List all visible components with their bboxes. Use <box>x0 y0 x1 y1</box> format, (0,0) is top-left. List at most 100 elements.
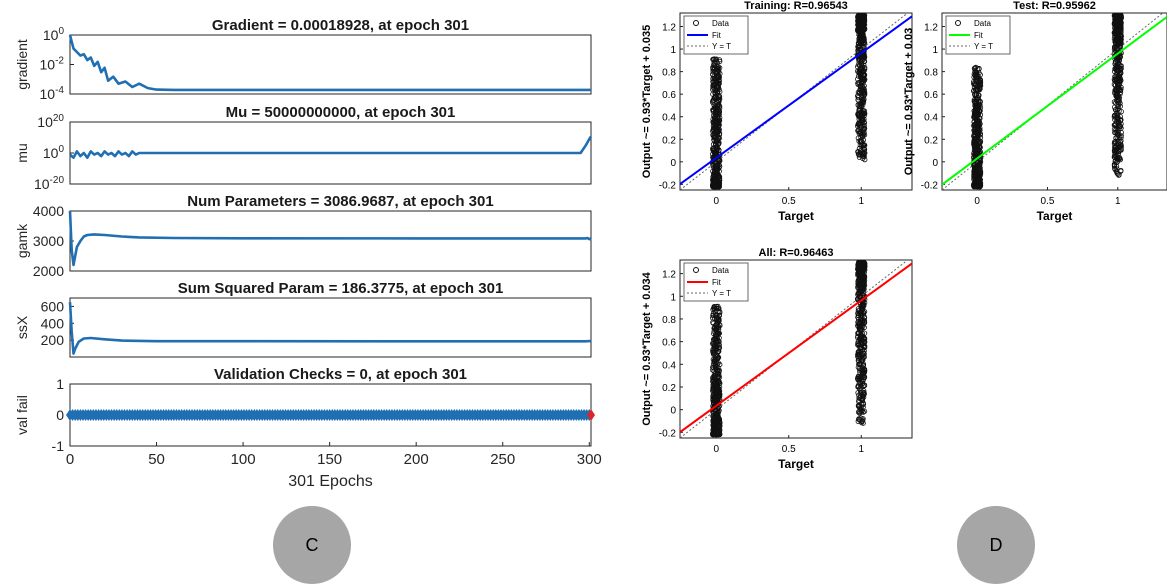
fit-line-training <box>680 15 912 185</box>
legend-label-data: Data <box>974 19 991 28</box>
data-point <box>973 102 979 108</box>
data-point <box>711 337 717 343</box>
data-point <box>714 383 720 389</box>
data-point <box>856 367 863 373</box>
data-point <box>971 169 977 175</box>
ytick-label-mu-0: 1020 <box>37 113 64 130</box>
regression-ytick-label-training-6: 1 <box>670 45 676 56</box>
xlabel-epochs: 301 Epochs <box>288 473 373 490</box>
data-cluster-all-1 <box>854 260 868 426</box>
data-point <box>857 362 864 368</box>
regression-xtick-label-training-1: 0.5 <box>782 196 796 207</box>
regression-ylabel-test: Output ~= 0.93*Target + 0.03 <box>903 28 915 175</box>
data-point <box>855 296 861 302</box>
regression-ytick-label-training-0: -0.2 <box>659 180 677 191</box>
data-point <box>714 103 721 109</box>
data-point <box>713 403 720 409</box>
data-point <box>710 176 716 182</box>
data-point <box>1112 68 1118 75</box>
regression-ytick-label-all-6: 1 <box>670 292 676 303</box>
data-point <box>716 342 722 348</box>
data-point <box>1111 154 1117 160</box>
data-point <box>859 134 866 140</box>
data-point <box>855 62 862 68</box>
regression-title-test: Test: R=0.95962 <box>1013 0 1096 12</box>
data-point <box>855 13 861 19</box>
identity-line-training <box>680 13 909 190</box>
data-point <box>716 407 722 414</box>
data-point <box>861 260 867 265</box>
subplot-title-mu: Mu = 50000000000, at epoch 301 <box>226 104 456 121</box>
data-point <box>1113 59 1119 65</box>
data-point <box>710 408 717 415</box>
data-point <box>1115 114 1121 120</box>
data-point <box>1117 87 1123 93</box>
regression-training: Training: R=0.96543 Output ~= 0.93*Target… <box>641 0 913 223</box>
data-point <box>713 352 720 358</box>
regression-ytick-label-test-7: 1.2 <box>924 23 938 34</box>
data-point <box>975 103 981 109</box>
legend-label-fit: Fit <box>974 31 984 40</box>
ytick-label-ssx-0: 200 <box>41 332 65 348</box>
data-point <box>857 320 863 326</box>
data-point <box>711 315 718 322</box>
data-point <box>975 160 981 166</box>
data-point <box>710 340 716 347</box>
ytick-label-valfail-1: 0 <box>56 407 64 423</box>
xtick-label-2: 100 <box>231 451 256 468</box>
data-point <box>856 79 862 86</box>
legend-label-identity: Y = T <box>974 42 993 51</box>
data-point <box>1115 118 1121 124</box>
subplot-title-ssx: Sum Squared Param = 186.3775, at epoch 3… <box>178 280 504 297</box>
ylabel-gamk: gamk <box>14 223 30 258</box>
subplot-ssx: Sum Squared Param = 186.3775, at epoch 3… <box>14 280 592 358</box>
data-point <box>855 111 862 118</box>
data-point <box>716 390 723 397</box>
data-point <box>859 269 865 275</box>
data-point <box>1112 59 1119 65</box>
regression-ytick-label-training-4: 0.6 <box>662 90 676 101</box>
data-point <box>711 67 717 73</box>
data-point <box>860 84 866 91</box>
legend-data-marker <box>693 267 699 273</box>
regression-xtick-label-test-0: 0 <box>974 196 980 207</box>
data-point <box>856 58 862 64</box>
data-point <box>1113 150 1119 156</box>
data-point <box>973 183 979 189</box>
data-point <box>971 87 977 93</box>
subplot-gradient: Gradient = 0.00018928, at epoch 301 gradi… <box>14 17 592 102</box>
data-point <box>857 323 863 329</box>
fit-line-test <box>942 16 1167 186</box>
data-point <box>716 417 723 423</box>
data-point <box>716 117 723 124</box>
regression-ytick-label-all-0: -0.2 <box>659 428 677 439</box>
ytick-label-ssx-1: 400 <box>41 315 65 331</box>
data-point <box>856 351 862 358</box>
axes-box-gradient <box>69 34 592 95</box>
data-point <box>858 13 864 18</box>
data-point <box>1112 112 1118 118</box>
data-point <box>858 28 864 35</box>
badge-d: D <box>957 506 1035 584</box>
data-point <box>859 99 865 105</box>
data-point <box>714 89 720 95</box>
data-point <box>973 94 979 100</box>
data-point <box>974 152 980 158</box>
data-point <box>716 75 722 81</box>
data-point <box>1118 21 1124 27</box>
xtick-label-0: 0 <box>66 451 74 468</box>
data-point <box>859 104 865 110</box>
data-point <box>860 126 867 132</box>
data-point <box>715 305 721 311</box>
legend-label-identity: Y = T <box>712 289 731 298</box>
legend-label-fit: Fit <box>712 278 722 287</box>
regression-ylabel-training: Output ~= 0.93*Target + 0.035 <box>641 25 653 179</box>
legend-data-marker <box>693 20 699 26</box>
regression-ytick-label-all-7: 1.2 <box>662 270 676 281</box>
data-point <box>716 94 723 100</box>
data-point <box>710 109 716 115</box>
data-point <box>715 119 721 125</box>
data-point <box>1118 129 1124 136</box>
data-point <box>855 149 861 155</box>
